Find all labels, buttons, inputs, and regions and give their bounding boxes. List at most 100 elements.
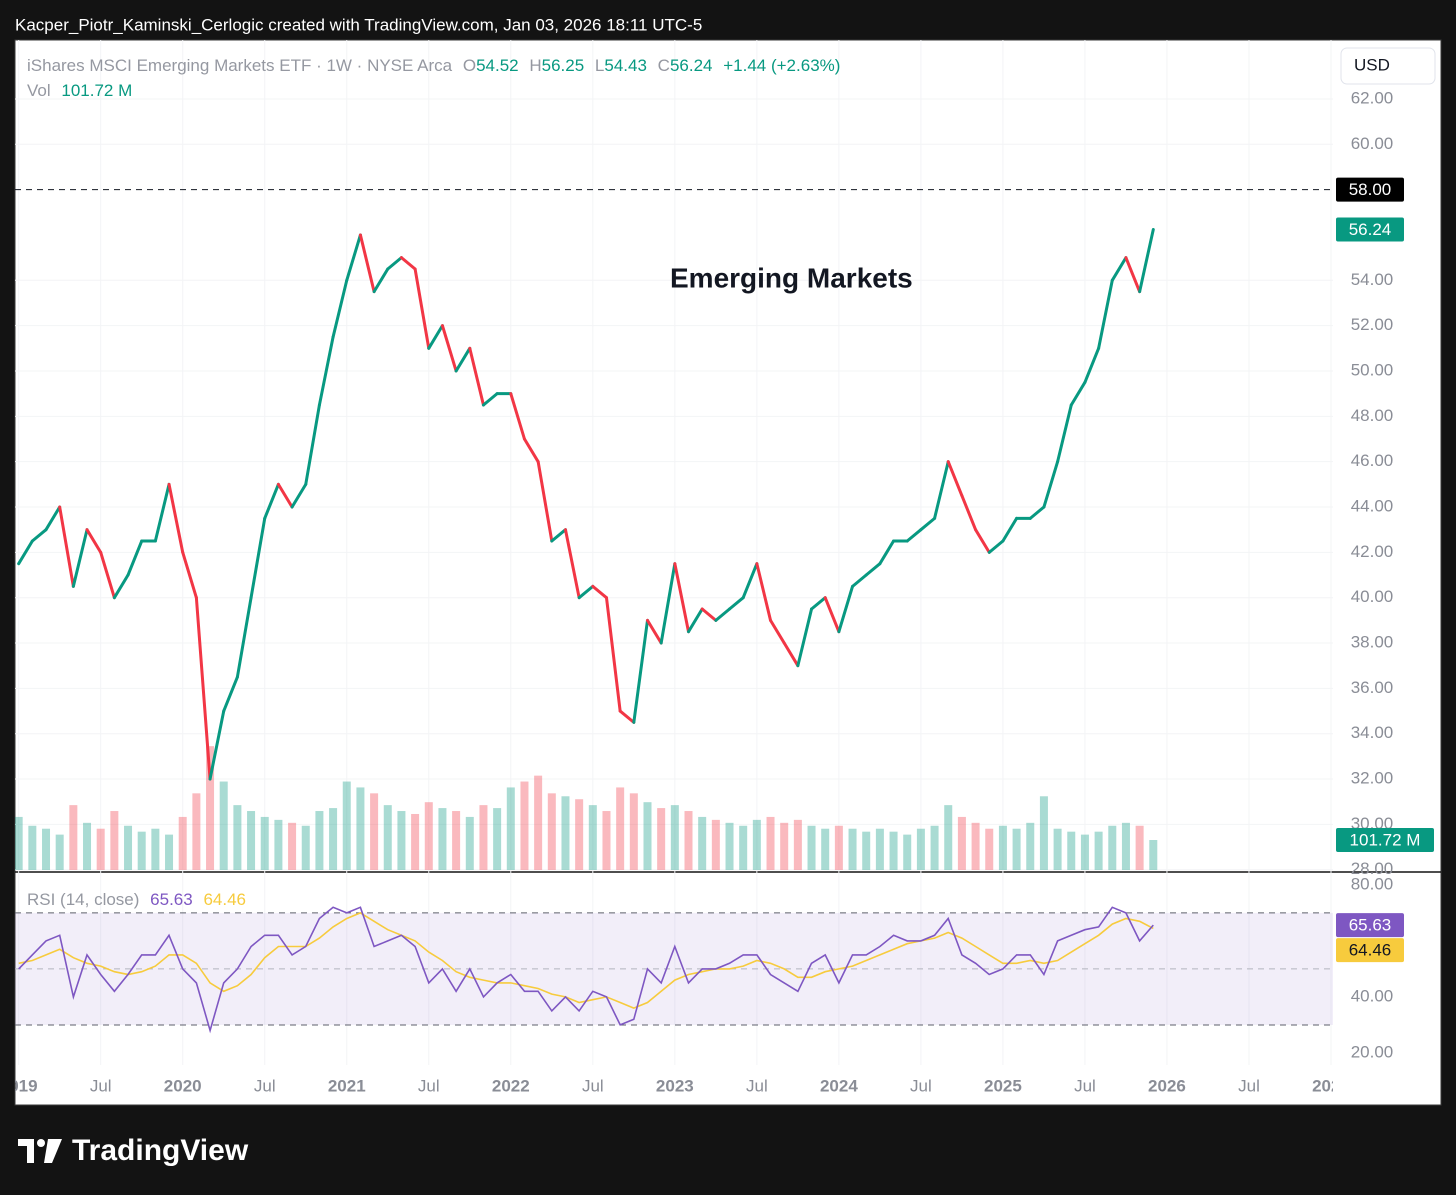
volume-bar [588,805,597,870]
x-tick-label: Jul [746,1076,768,1095]
x-tick-label: 2027 [1312,1076,1350,1095]
price-segment [317,335,335,407]
price-segment [1028,505,1046,520]
symbol: iShares MSCI Emerging Markets ETF · 1W ·… [27,56,453,75]
volume-bar [657,808,666,870]
volume-bar [342,781,351,870]
price-segment [413,267,431,350]
volume-bar [452,811,461,870]
x-tick-label: Jul [1238,1076,1260,1095]
h-label: H [529,56,541,75]
price-segment [522,437,540,464]
volume-bar [752,819,761,870]
price-segment [481,392,499,407]
price-segment [837,584,855,634]
level-label: 58.00 [1349,180,1392,199]
rsi-line [18,906,1154,1034]
plot-area: 2019 Jul 2020 Jul 2021 Jul 2022 Jul 2023 Jul 2024 J… [15,40,1350,1095]
volume-bar [288,822,297,870]
price-segment [563,528,581,600]
volume-bar [889,831,898,870]
price-segment [645,618,663,645]
price-segment [1124,256,1142,294]
price-segment [974,528,991,554]
x-tick-label: Jul [254,1076,276,1095]
price-segment [1097,278,1114,350]
volume-bar [821,828,830,870]
l-label: L [595,56,604,75]
price-segment [290,482,308,509]
y-tick-label: 36.00 [1351,678,1394,697]
volume-bar [793,819,802,870]
y-tick-label: 62.00 [1351,88,1394,107]
price-segment [632,618,649,724]
rsi-ma-label-box [1336,938,1404,963]
volume-bar [1149,840,1158,870]
rsi-title: RSI (14, close) [27,890,139,909]
price-segment [30,528,48,543]
rsi-ma-label: 64.46 [1349,941,1392,960]
volume-bar [1135,825,1144,870]
price-segment [550,528,567,543]
rsi-tick-label: 80.00 [1351,874,1394,893]
volume-bar [55,834,64,870]
volume-bar [233,805,242,870]
x-tick-label: 2020 [164,1076,202,1095]
volume-bar [875,828,884,870]
price-segment [58,505,75,588]
volume-bar [192,793,201,870]
x-tick-label: 2025 [984,1076,1022,1095]
x-tick-label: Jul [90,1076,112,1095]
rsi-band [15,912,1333,1025]
y-tick-label: 50.00 [1351,360,1394,379]
price-segment [167,482,185,554]
volume-bar [42,828,51,870]
price-segment [960,494,978,532]
volume-bar [780,822,789,870]
logo-mark [44,1139,62,1163]
price-segment [1042,460,1060,509]
volume-bar [329,808,338,870]
price-segment [222,675,239,713]
y-tick-label: 34.00 [1351,723,1394,742]
volume-bar [547,793,556,870]
volume-bar [493,808,502,870]
annotation: Emerging Markets [670,262,913,293]
rsi-tick-label: 20.00 [1351,1042,1394,1061]
vol-value: 101.72 M [61,81,132,100]
price-segment [399,256,417,271]
brand: TradingView [72,1134,249,1167]
volume-bar [616,787,625,870]
price-segment [112,573,130,600]
price-segment [44,505,62,532]
price-segment [536,460,554,543]
volume-bar [110,811,119,870]
volume-bar [944,805,953,870]
volume-bar [739,825,748,870]
volume-bar [137,831,146,870]
price-segment [700,607,718,622]
volume-bar [903,834,912,870]
currency-button[interactable] [1340,47,1436,85]
volume-bar [219,781,228,870]
volume-bar [1121,822,1130,870]
volume-bar [602,811,611,870]
volume-bar [1053,828,1062,870]
volume-bar [1108,825,1117,870]
volume-bar [848,828,857,870]
rsi-value: 65.63 [150,890,193,909]
price-segment [905,528,923,543]
volume-bar [479,805,488,870]
volume-bar [301,825,310,870]
price-segment [427,324,444,350]
price-segment [386,256,403,271]
close: 56.24 [670,56,713,75]
volume-bar [397,811,406,870]
y-tick-label: 54.00 [1351,270,1394,289]
price-segment [714,607,732,622]
level-label-box [1336,177,1404,202]
volume-bar [725,822,734,870]
change: +1.44 (+2.63%) [723,56,840,75]
volume-bar [575,799,584,870]
